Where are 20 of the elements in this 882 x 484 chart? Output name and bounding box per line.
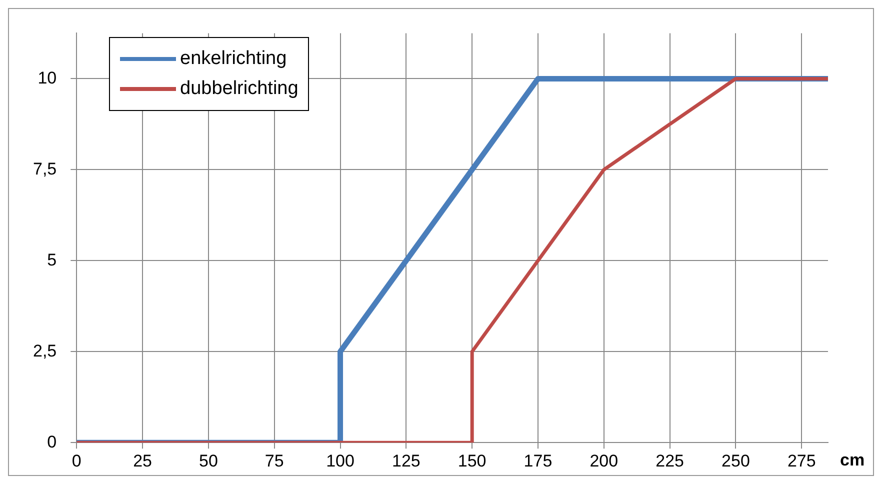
legend-label: enkelrichting	[180, 48, 287, 70]
y-tick-label: 5	[47, 250, 57, 270]
x-tick-label: 250	[722, 451, 750, 470]
x-tick-label: 125	[392, 451, 420, 470]
x-tick-label: 75	[264, 451, 284, 470]
y-tick-label: 7,5	[32, 159, 57, 178]
x-tick-label: 0	[72, 451, 82, 470]
y-tick-label: 10	[38, 68, 57, 88]
y-tick-label: 2,5	[32, 341, 57, 360]
x-axis-title: cm	[840, 450, 865, 470]
y-tick-label: 0	[47, 432, 57, 452]
x-tick-label: 225	[656, 451, 684, 470]
x-tick-label: 50	[198, 451, 218, 470]
x-tick-label: 25	[133, 451, 152, 470]
x-tick-label: 150	[458, 451, 486, 470]
legend-label: dubbelrichting	[180, 78, 298, 100]
x-tick-label: 200	[590, 451, 618, 470]
x-tick-label: 175	[524, 451, 552, 470]
x-tick-label: 275	[787, 451, 816, 470]
x-tick-label: 100	[326, 451, 354, 470]
